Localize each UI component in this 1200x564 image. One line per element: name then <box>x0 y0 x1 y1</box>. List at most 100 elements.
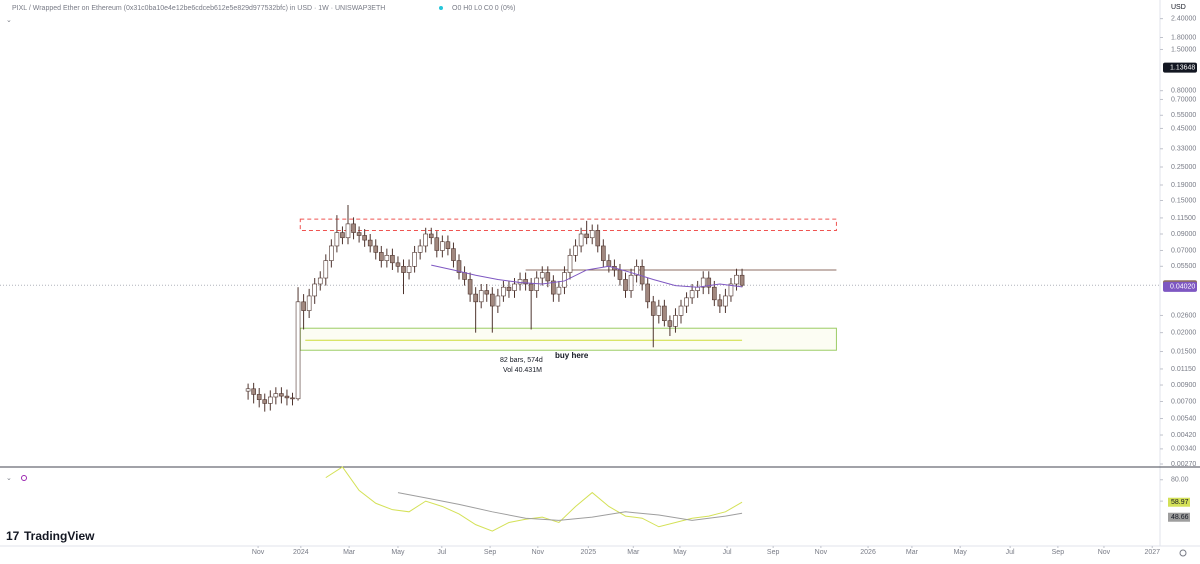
y-tick-label: 0.09000 <box>1171 231 1196 238</box>
y-tick-label: 0.00700 <box>1171 398 1196 405</box>
x-tick-label: Sep <box>484 549 497 556</box>
candle-body <box>367 239 373 247</box>
rsi-tag <box>1168 512 1190 522</box>
candle-body <box>445 241 451 249</box>
pane-collapse[interactable]: ⌄ <box>6 475 12 482</box>
x-tick-label: Mar <box>627 549 640 556</box>
candle-body <box>345 223 351 239</box>
x-tick-label: May <box>391 549 405 556</box>
candle-body <box>423 233 429 247</box>
candle-body <box>601 245 606 261</box>
symbol-title: PIXL / Wrapped Ether on Ethereum (0x31c0… <box>12 5 385 12</box>
candle-body <box>401 266 406 273</box>
candle-body <box>656 305 662 316</box>
candle-body <box>373 245 379 253</box>
candle-body <box>317 277 323 285</box>
x-tick-label: Nov <box>1098 549 1111 556</box>
x-tick-label: Nov <box>815 549 828 556</box>
y-tick-label: 0.00270 <box>1171 461 1196 468</box>
y-tick-label: 0.25000 <box>1171 164 1196 171</box>
countdown: 6d 4h <box>1170 291 1185 297</box>
candle-body <box>712 286 717 301</box>
currency: USD <box>1171 4 1186 11</box>
y-tick-label: 2.40000 <box>1171 15 1196 22</box>
candle-body <box>262 399 268 404</box>
candle-body <box>251 388 256 395</box>
price-tag-label: 0.04020 <box>1170 284 1195 291</box>
candle-body <box>267 396 273 404</box>
y-tick-label: 0.01500 <box>1171 348 1196 355</box>
y-tick-label: 0.02000 <box>1171 329 1196 336</box>
candle-body <box>456 260 462 273</box>
y-tick-label: 1.80000 <box>1171 34 1196 41</box>
x-tick-label: 2026 <box>860 549 876 556</box>
candle-body <box>734 274 739 285</box>
y-tick-label: 0.33000 <box>1171 146 1196 153</box>
support-zone <box>299 327 837 351</box>
y-tick-label: 0.00540 <box>1171 415 1196 422</box>
candle-body <box>584 233 589 239</box>
candle-body <box>739 274 745 286</box>
settings-icon[interactable] <box>1179 549 1187 557</box>
x-tick-label: Mar <box>343 549 356 556</box>
candle-body <box>428 233 434 239</box>
candle-body <box>728 283 734 297</box>
candle-body <box>684 297 689 307</box>
candle-body <box>495 295 501 307</box>
candle-body <box>451 248 456 261</box>
candle-body <box>501 286 506 297</box>
candle-body <box>312 283 317 297</box>
resistance-zone <box>299 218 837 231</box>
candle-body <box>662 305 667 321</box>
price-tag <box>1163 62 1197 73</box>
candle-body <box>606 260 612 267</box>
candle-body <box>356 232 362 236</box>
x-tick-label: Jul <box>723 549 732 556</box>
brand-logo[interactable]: 17 <box>6 529 20 543</box>
y-tick-label: 0.55000 <box>1171 112 1196 119</box>
candle-body <box>623 279 628 291</box>
candle-body <box>390 255 395 264</box>
x-tick-label: Sep <box>767 549 780 556</box>
x-tick-label: Nov <box>532 549 545 556</box>
price-tag-label: 1.13648 <box>1170 65 1195 72</box>
candle-body <box>545 272 551 282</box>
candle-body <box>512 283 517 291</box>
y-tick-label: 0.02600 <box>1171 312 1196 319</box>
y-tick-label: 0.07000 <box>1171 247 1196 254</box>
indicator-icon[interactable] <box>21 475 27 481</box>
candle-body <box>723 295 728 307</box>
x-tick-label: May <box>673 549 687 556</box>
status-dot <box>439 6 443 10</box>
candle-body <box>667 320 673 327</box>
candle-body <box>245 388 251 392</box>
ohlc-text: O0 H0 L0 C0 0 (0%) <box>452 5 515 12</box>
candle-body <box>351 223 356 233</box>
candle-body <box>700 277 706 288</box>
y-tick-label: 0.15000 <box>1171 197 1196 204</box>
candle-body <box>473 293 478 303</box>
rsi-tag-label: 48.66 <box>1171 514 1189 521</box>
candle-body <box>379 252 384 261</box>
x-tick-label: Jul <box>1006 549 1015 556</box>
collapse-icon[interactable]: ⌄ <box>6 17 12 24</box>
candle-body <box>340 232 345 239</box>
candle-body <box>256 394 262 400</box>
y-tick-label: 0.11500 <box>1171 215 1196 222</box>
candle-body <box>284 395 290 399</box>
rsi-tag-label: 58.97 <box>1171 499 1189 506</box>
candle-body <box>440 241 445 251</box>
candle-body <box>645 283 651 303</box>
candle-body <box>523 279 528 285</box>
y-tick-label: 0.00900 <box>1171 382 1196 389</box>
candle-body <box>279 393 284 397</box>
y-tick-label: 0.70000 <box>1171 96 1196 103</box>
candle-body <box>634 266 639 276</box>
candle-body <box>329 245 334 261</box>
x-tick-label: 2024 <box>293 549 309 556</box>
candle-body <box>517 279 523 285</box>
candle-body <box>334 232 340 247</box>
y-tick-label: 0.80000 <box>1171 88 1196 95</box>
candle-body <box>490 293 495 307</box>
brand-name[interactable]: TradingView <box>24 529 95 543</box>
